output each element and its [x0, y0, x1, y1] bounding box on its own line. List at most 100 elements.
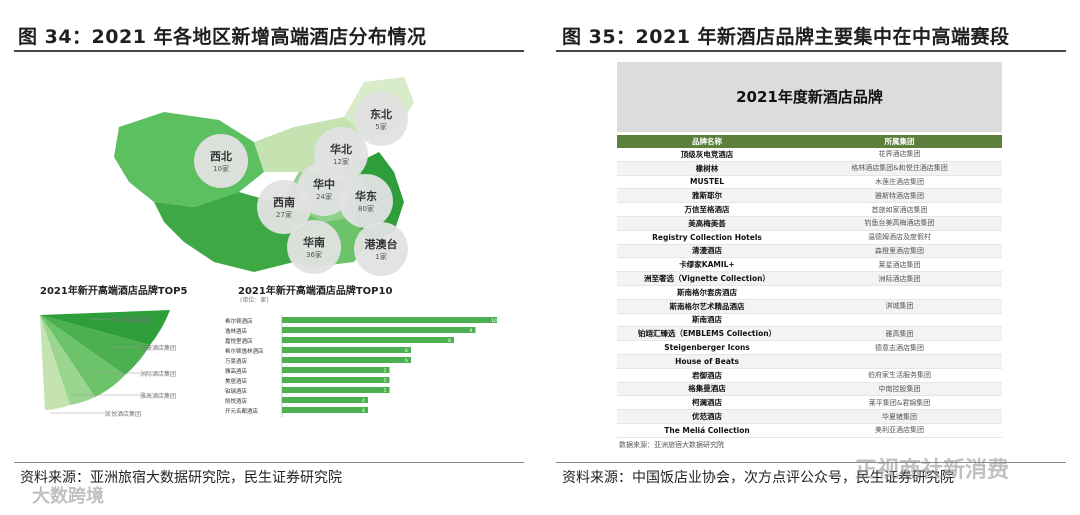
brand-group-cell: 木莲庄酒店集团 — [797, 175, 1002, 190]
right-source: 资料来源：中国饭店业协会，次方点评公众号，民生证券研究院 — [562, 470, 954, 486]
brand-group-cell: 伯府家生活服务集团 — [797, 368, 1002, 383]
brand-row: 美高梅美荟 钓鱼台美高梅酒店集团 — [617, 216, 1002, 231]
region-label-south: 华南 36家 — [287, 220, 341, 274]
top10-bar — [282, 397, 368, 403]
brand-row: 斯南格尔套房酒店 — [617, 285, 1002, 300]
brand-name-cell: The Meliá Collection — [617, 423, 797, 438]
region-label-hkmt: 港澳台 1家 — [354, 222, 408, 276]
brand-table: 品牌名称 所属集团 顶级灰电竞酒店 花界酒店集团 橡树林 格林酒店集团&和悦住酒店集团… — [617, 135, 1002, 438]
top10-title: 2021年新开高端酒店品牌TOP10 — [238, 286, 393, 297]
left-source: 资料来源：亚洲旅宿大数据研究院，民生证券研究院 — [20, 470, 342, 486]
brand-row: The Meliá Collection 美利亚酒店集团 — [617, 423, 1002, 438]
top5-slice-4 — [40, 315, 95, 405]
top10-bar-value: 4 — [362, 408, 365, 414]
top5-slice-2 — [40, 315, 150, 375]
top5-slice-3 — [40, 315, 125, 397]
top5-title: 2021年新开高端酒店品牌TOP5 — [40, 286, 188, 297]
top5-slice-1 — [40, 310, 170, 345]
brand-group-cell: 美利亚酒店集团 — [797, 423, 1002, 438]
brand-group-cell: 格林酒店集团&和悦住酒店集团 — [797, 161, 1002, 176]
top10-bar — [282, 327, 476, 333]
brand-group-cell: 温德姆酒店及度假村 — [797, 230, 1002, 245]
brand-group-cell: 首旅如家酒店集团 — [797, 202, 1002, 217]
brand-row: 格集曼酒店 中南控股集团 — [617, 382, 1002, 397]
brand-name-cell: 君御酒店 — [617, 368, 797, 383]
brand-row: 君御酒店 伯府家生活服务集团 — [617, 368, 1002, 383]
top5-item-3: 洲际酒店集团 — [140, 371, 177, 378]
brand-row: 清漫酒店 森橙里酒店集团 — [617, 244, 1002, 259]
brand-row: 顶级灰电竞酒店 花界酒店集团 — [617, 148, 1002, 162]
brand-group-cell: 森橙里酒店集团 — [797, 244, 1002, 259]
brand-group-cell — [797, 354, 1002, 369]
brand-row: 斯南酒店 — [617, 313, 1002, 328]
top5-slice-5 — [40, 315, 70, 410]
brand-row: House of Beats — [617, 354, 1002, 369]
left-title-rule — [14, 50, 524, 52]
brand-name-cell: MUSTEL — [617, 175, 797, 190]
top5-item-2: 万豪酒店集团 — [140, 345, 177, 352]
brand-row: 斯南格尔艺术精品酒店 淇城集团 — [617, 299, 1002, 314]
top10-bar-value: 9 — [470, 328, 473, 334]
brand-table-note: 数据来源：亚洲旅宿大数据研究院 — [619, 441, 724, 449]
brand-name-cell: House of Beats — [617, 354, 797, 369]
watermark-right: 正视商社新消费 — [855, 458, 1010, 483]
brand-name-cell: 格集曼酒店 — [617, 382, 797, 397]
top10-bar-label: 逸林酒店 — [225, 327, 248, 335]
brand-name-cell: 优范酒店 — [617, 409, 797, 424]
brand-name-cell: 斯南格尔套房酒店 — [617, 285, 797, 300]
top10-bar — [282, 337, 454, 343]
brand-row: MUSTEL 木莲庄酒店集团 — [617, 175, 1002, 190]
top10-bar-label: 美居酒店 — [225, 377, 248, 385]
brand-row: 万信至格酒店 首旅如家酒店集团 — [617, 202, 1002, 217]
brand-group-cell: 莱星酒店集团 — [797, 257, 1002, 273]
brand-name-cell: 雅斯耶尔 — [617, 188, 797, 204]
brand-group-cell: 雅斯特酒店集团 — [797, 188, 1002, 204]
top10-bar-value: 8 — [448, 338, 451, 344]
top10-bar-label: 铂瑞酒店 — [225, 387, 248, 395]
brand-group-cell — [797, 313, 1002, 328]
top10-bar-label: 凯悦酒店 — [225, 397, 248, 405]
brand-name-cell: 橡树林 — [617, 161, 797, 176]
top10-bar — [282, 347, 411, 353]
brand-row: 铂翊汇臻选（EMBLEMS Collection） 雅高集团 — [617, 326, 1002, 342]
col-brand-header: 品牌名称 — [617, 135, 797, 148]
top5-fan-svg — [40, 310, 170, 414]
top10-bar — [282, 357, 411, 363]
region-label-east: 华东 80家 — [339, 174, 393, 228]
brand-panel-header: 2021年度新酒店品牌 — [617, 62, 1002, 132]
brand-group-cell: 花界酒店集团 — [797, 148, 1002, 162]
brand-row: 优范酒店 华夏猪集团 — [617, 409, 1002, 424]
right-figure-title: 图 35：2021 年新酒店品牌主要集中在中高端赛段 — [562, 26, 1010, 48]
brand-row: 雅斯耶尔 雅斯特酒店集团 — [617, 188, 1002, 204]
top10-bar-value: 5 — [384, 378, 387, 384]
brand-name-cell: 铂翊汇臻选（EMBLEMS Collection） — [617, 326, 797, 342]
top10-bar-label: 希尔顿逸林酒店 — [225, 347, 264, 355]
brand-panel: 2021年度新酒店品牌 品牌名称 所属集团 顶级灰电竞酒店 花界酒店集团 橡树林 格林… — [617, 62, 1002, 454]
top10-bar — [282, 407, 368, 413]
top10-bar-label: 开元名都酒店 — [225, 407, 259, 415]
brand-group-cell: 洲际酒店集团 — [797, 271, 1002, 286]
brand-group-cell: 淇城集团 — [797, 299, 1002, 314]
top10-bar-value: 4 — [362, 398, 365, 404]
top10-bar-chart: 希尔顿酒店 10 逸林酒店 9 嘉悦里酒店 8 希尔顿逸林酒店 6 万豪酒店 6 雅高酒店 5 美居酒店… — [225, 315, 525, 420]
top10-bar-label: 希尔顿酒店 — [225, 317, 253, 325]
top5-item-1: 希尔顿酒店集团 — [110, 317, 153, 324]
brand-row: 柯澜酒店 莱平集团&君锦集团 — [617, 395, 1002, 411]
brand-row: Registry Collection Hotels 温德姆酒店及度假村 — [617, 230, 1002, 245]
top5-item-5: 凯悦酒店集团 — [105, 411, 142, 418]
brand-name-cell: 柯澜酒店 — [617, 395, 797, 411]
top10-bar-label: 万豪酒店 — [225, 357, 248, 365]
top10-bar — [282, 317, 497, 323]
top5-item-4: 雅高酒店集团 — [140, 393, 177, 400]
top10-bar-value: 10 — [491, 318, 497, 324]
brand-group-cell: 华夏猪集团 — [797, 409, 1002, 424]
brand-row: 卡缪家KAMIL+ 莱星酒店集团 — [617, 257, 1002, 273]
top10-unit-note: (单位：家) — [240, 297, 269, 304]
china-region-map: 东北 5家 西北 10家 华北 12家 华中 24家 西南 27家 华东 80家… — [14, 72, 534, 282]
brand-name-cell: 斯南格尔艺术精品酒店 — [617, 299, 797, 314]
brand-table-body: 顶级灰电竞酒店 花界酒店集团 橡树林 格林酒店集团&和悦住酒店集团 MUSTEL 木莲庄酒… — [617, 148, 1002, 438]
brand-name-cell: 洲至奢选（Vignette Collection） — [617, 271, 797, 286]
brand-name-cell: Steigenberger Icons — [617, 340, 797, 355]
brand-name-cell: 万信至格酒店 — [617, 202, 797, 217]
top10-bar — [282, 387, 390, 393]
